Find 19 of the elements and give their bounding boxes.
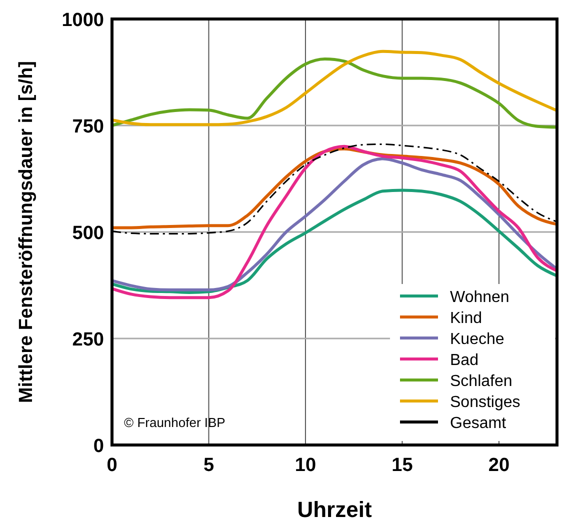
legend-label: Kueche (450, 331, 504, 348)
x-tick-label: 0 (106, 455, 118, 476)
legend-label: Bad (450, 352, 478, 369)
x-tick-label: 20 (488, 455, 510, 476)
x-tick-label: 15 (392, 455, 414, 476)
y-tick-label: 0 (93, 436, 104, 457)
legend-label: Schlafen (450, 373, 512, 390)
x-tick-label: 10 (294, 455, 316, 476)
legend-label: Gesamt (450, 415, 507, 432)
legend-label: Kind (450, 310, 482, 327)
legend-label: Sonstiges (450, 394, 520, 411)
x-axis-title: Uhrzeit (297, 497, 372, 522)
legend-label: Wohnen (450, 289, 510, 306)
y-tick-label: 500 (72, 223, 104, 244)
x-tick-label: 5 (203, 455, 214, 476)
y-tick-label: 250 (72, 330, 104, 350)
y-axis-title: Mittlere Fensteröffnungsdauer in [s/h] (16, 60, 37, 404)
y-tick-label: 750 (72, 116, 104, 138)
y-tick-label: 1000 (62, 10, 104, 31)
